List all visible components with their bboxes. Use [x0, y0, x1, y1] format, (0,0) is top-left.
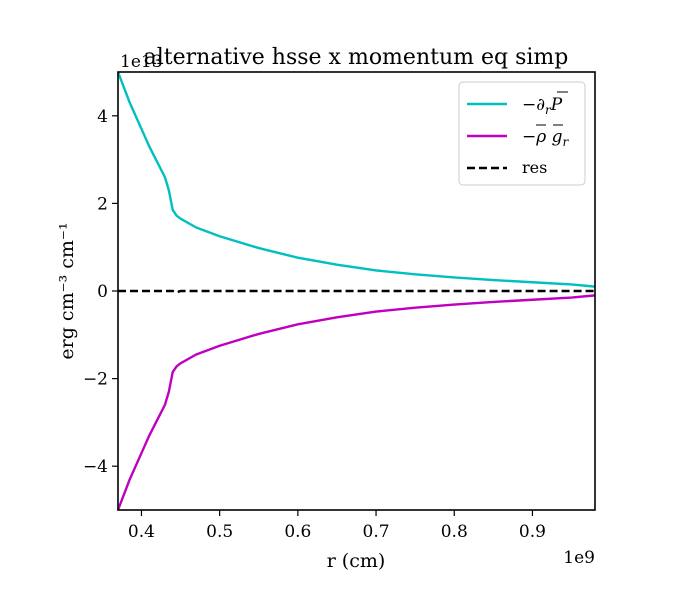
x-offset-label: 1e9 [563, 548, 595, 568]
y-tick-label: 2 [97, 194, 108, 214]
legend-label-dP: −∂rP [522, 95, 563, 117]
y-tick-label: 0 [97, 282, 108, 302]
legend-dP-main: P [550, 95, 563, 115]
series-line-2 [118, 289, 595, 294]
legend-g-main: g [546, 127, 562, 147]
legend-rho-prefix: − [522, 127, 536, 147]
y-tick-label: −2 [83, 370, 108, 390]
legend-label-rho-g: −ρ gr [522, 127, 570, 149]
tick-layer: 0.4 0.5 0.6 0.7 0.8 0.9 −4 −2 0 2 4 [83, 107, 546, 542]
legend-rho-main: ρ [535, 127, 546, 147]
legend-box [458, 81, 586, 186]
x-tick-label: 0.9 [519, 522, 546, 542]
legend: −∂rP −ρ gr res [458, 81, 586, 186]
y-axis-title: erg cm⁻³ cm⁻¹ [56, 222, 78, 359]
y-tick-label: −4 [83, 457, 108, 477]
series-line-0 [116, 71, 596, 288]
y-offset-label: 1e13 [120, 52, 163, 72]
x-tick-label: 0.4 [128, 522, 155, 542]
series-line-1 [116, 294, 596, 511]
y-tick-label: 4 [97, 107, 108, 127]
chart-title: alternative hsse x momentum eq simp [144, 45, 569, 70]
x-tick-label: 0.7 [363, 522, 390, 542]
x-tick-label: 0.5 [206, 522, 233, 542]
legend-dP-prefix: −∂ [522, 95, 545, 115]
x-tick-label: 0.8 [441, 522, 468, 542]
legend-g-sub: r [563, 135, 570, 149]
x-tick-label: 0.6 [284, 522, 311, 542]
legend-label-res: res [522, 158, 547, 177]
x-axis-title: r (cm) [327, 550, 386, 572]
series-layer [116, 71, 596, 511]
legend-dP-sub: r [545, 103, 552, 117]
